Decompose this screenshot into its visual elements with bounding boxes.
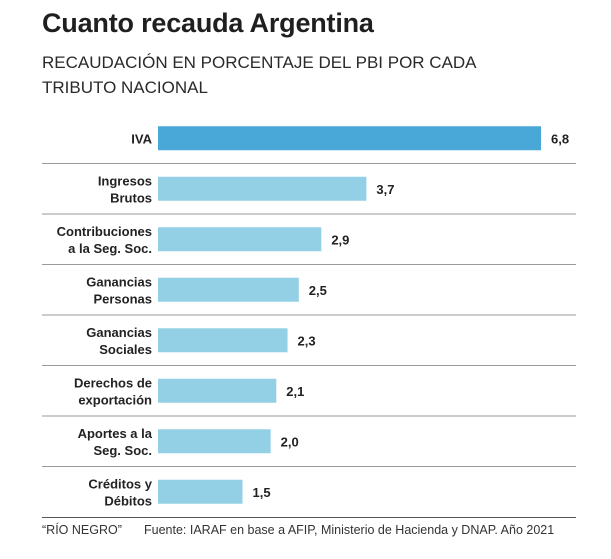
value-label: 2,0	[281, 434, 299, 449]
value-label: 2,9	[331, 232, 349, 247]
category-label-line: Aportes a la	[78, 426, 153, 441]
category-label-line: Brutos	[110, 190, 152, 205]
category-label-line: Derechos de	[74, 375, 152, 390]
category-label-line: Personas	[93, 291, 152, 306]
footer-divider	[42, 517, 576, 518]
category-label-line: exportación	[78, 392, 152, 407]
value-label: 2,3	[298, 333, 316, 348]
value-label: 2,5	[309, 283, 327, 298]
category-label: Derechos de exportación	[74, 375, 152, 407]
bar	[158, 126, 541, 151]
chart-title: Cuanto recauda Argentina	[42, 8, 374, 38]
value-label: 3,7	[376, 182, 394, 197]
footer-source: Fuente: IARAF en base a AFIP, Ministerio…	[144, 523, 555, 537]
category-label: Ingresos Brutos	[98, 173, 152, 205]
category-label-line: Contribuciones	[57, 224, 152, 239]
bar	[158, 328, 288, 353]
category-label-line: Créditos y	[88, 476, 152, 491]
category-label: Contribuciones a la Seg. Soc.	[57, 224, 152, 256]
category-label-line: Ganancias	[86, 274, 152, 289]
category-label-line: Sociales	[99, 342, 152, 357]
bar-chart: IVA Ingresos Brutos Contribuciones a la Seg.…	[42, 126, 576, 508]
category-label-line: Seg. Soc.	[93, 443, 152, 458]
category-label-line: a la Seg. Soc.	[68, 241, 152, 256]
value-label: 1,5	[252, 485, 270, 500]
category-label: IVA	[131, 131, 152, 146]
category-label-line: Ganancias	[86, 325, 152, 340]
row-separators	[42, 163, 576, 467]
category-label-line: Ingresos	[98, 173, 152, 188]
category-label: Créditos y Débitos	[88, 476, 152, 508]
bar	[158, 378, 277, 403]
bar	[158, 429, 271, 454]
category-label-line: Débitos	[104, 493, 152, 508]
value-label: 6,8	[551, 131, 569, 146]
category-labels: IVA Ingresos Brutos Contribuciones a la Seg.…	[57, 131, 153, 508]
bar	[158, 277, 299, 302]
category-label: Aportes a la Seg. Soc.	[78, 426, 153, 458]
category-label: Ganancias Sociales	[86, 325, 152, 357]
chart-subtitle: RECAUDACIÓN EN PORCENTAJE DEL PBI POR CA…	[42, 53, 476, 97]
value-labels: 6,8 3,7 2,9 2,5 2,3 2,1 2,0 1,5	[252, 131, 569, 500]
footer-credit: “RÍO NEGRO”	[42, 523, 122, 537]
category-label-line: IVA	[131, 131, 152, 146]
bar	[158, 176, 367, 201]
bar	[158, 227, 322, 252]
bars-group	[158, 126, 541, 504]
category-label: Ganancias Personas	[86, 274, 152, 306]
value-label: 2,1	[286, 384, 304, 399]
bar	[158, 479, 243, 504]
